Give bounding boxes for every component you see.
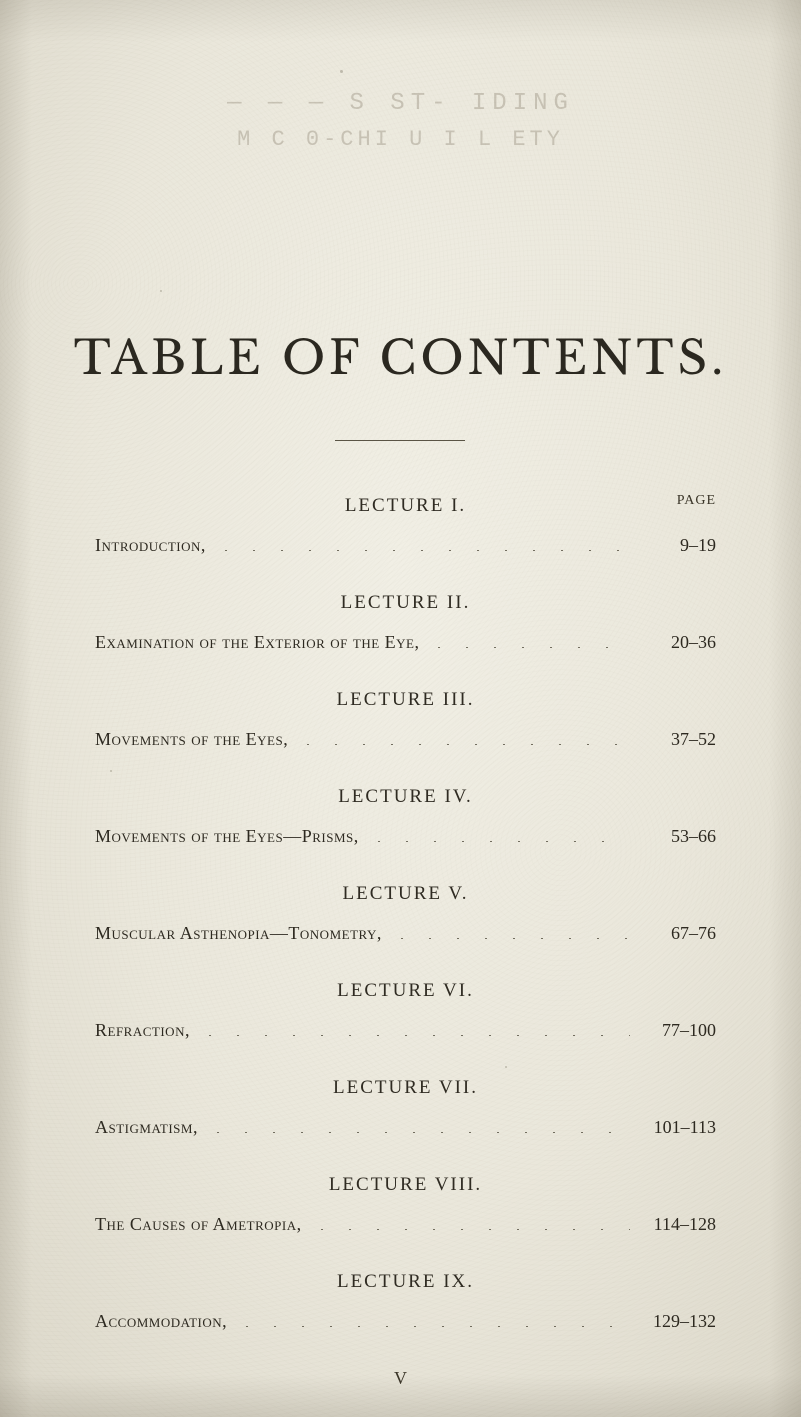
entry-label: Introduction, (95, 535, 206, 556)
faint-header: — — — S ST- IDING M C 0-CHI U I L ETY (0, 90, 801, 152)
faint-header-line2: M C 0-CHI U I L ETY (0, 127, 801, 152)
lecture-heading: LECTURE I. (95, 495, 716, 517)
toc-entry: Astigmatism, 101–113 (95, 1117, 716, 1138)
entry-pages: 101–113 (636, 1117, 716, 1138)
speck (340, 70, 343, 73)
entry-label: Examination of the Exterior of the Eye, (95, 632, 419, 653)
entry-pages: 114–128 (636, 1214, 716, 1235)
toc-entry: Refraction, 77–100 (95, 1020, 716, 1041)
leader-dots (308, 1229, 630, 1230)
toc-entry: Movements of the Eyes, 37–52 (95, 729, 716, 750)
scanned-page: — — — S ST- IDING M C 0-CHI U I L ETY TA… (0, 0, 801, 1417)
leader-dots (425, 647, 630, 648)
toc-content: PAGE LECTURE I. Introduction, 9–19 LECTU… (95, 495, 716, 1364)
entry-label: Movements of the Eyes, (95, 729, 288, 750)
entry-pages: 67–76 (636, 923, 716, 944)
entry-pages: 9–19 (636, 535, 716, 556)
lecture-heading: LECTURE IX. (95, 1271, 716, 1293)
entry-label: The Causes of Ametropia, (95, 1214, 302, 1235)
entry-label: Refraction, (95, 1020, 190, 1041)
lecture-heading: LECTURE II. (95, 592, 716, 614)
entry-pages: 37–52 (636, 729, 716, 750)
page-number-roman: V (0, 1368, 801, 1389)
entry-label: Movements of the Eyes—Prisms, (95, 826, 359, 847)
speck (160, 290, 162, 292)
entry-pages: 53–66 (636, 826, 716, 847)
toc-entry: Introduction, 9–19 (95, 535, 716, 556)
entry-pages: 129–132 (636, 1311, 716, 1332)
leader-dots (365, 841, 630, 842)
toc-entry: Examination of the Exterior of the Eye, … (95, 632, 716, 653)
leader-dots (233, 1326, 630, 1327)
leader-dots (204, 1132, 630, 1133)
title-rule (335, 440, 465, 441)
lecture-heading: LECTURE VI. (95, 980, 716, 1002)
lecture-heading: LECTURE VIII. (95, 1174, 716, 1196)
lecture-heading: LECTURE VII. (95, 1077, 716, 1099)
leader-dots (212, 550, 630, 551)
toc-entry: Movements of the Eyes—Prisms, 53–66 (95, 826, 716, 847)
lecture-heading: LECTURE V. (95, 883, 716, 905)
toc-entry: Accommodation, 129–132 (95, 1311, 716, 1332)
entry-pages: 20–36 (636, 632, 716, 653)
entry-label: Muscular Asthenopia—Tonometry, (95, 923, 382, 944)
main-title: TABLE OF CONTENTS. (0, 330, 801, 387)
toc-inner: PAGE LECTURE I. Introduction, 9–19 LECTU… (95, 495, 716, 1332)
lecture-heading: LECTURE III. (95, 689, 716, 711)
entry-label: Accommodation, (95, 1311, 227, 1332)
leader-dots (196, 1035, 630, 1036)
leader-dots (294, 744, 630, 745)
leader-dots (388, 938, 630, 939)
lecture-heading: LECTURE IV. (95, 786, 716, 808)
toc-entry: Muscular Asthenopia—Tonometry, 67–76 (95, 923, 716, 944)
entry-pages: 77–100 (636, 1020, 716, 1041)
page-column-label: PAGE (677, 493, 716, 509)
toc-entry: The Causes of Ametropia, 114–128 (95, 1214, 716, 1235)
faint-header-line1: — — — S ST- IDING (0, 90, 801, 117)
entry-label: Astigmatism, (95, 1117, 198, 1138)
